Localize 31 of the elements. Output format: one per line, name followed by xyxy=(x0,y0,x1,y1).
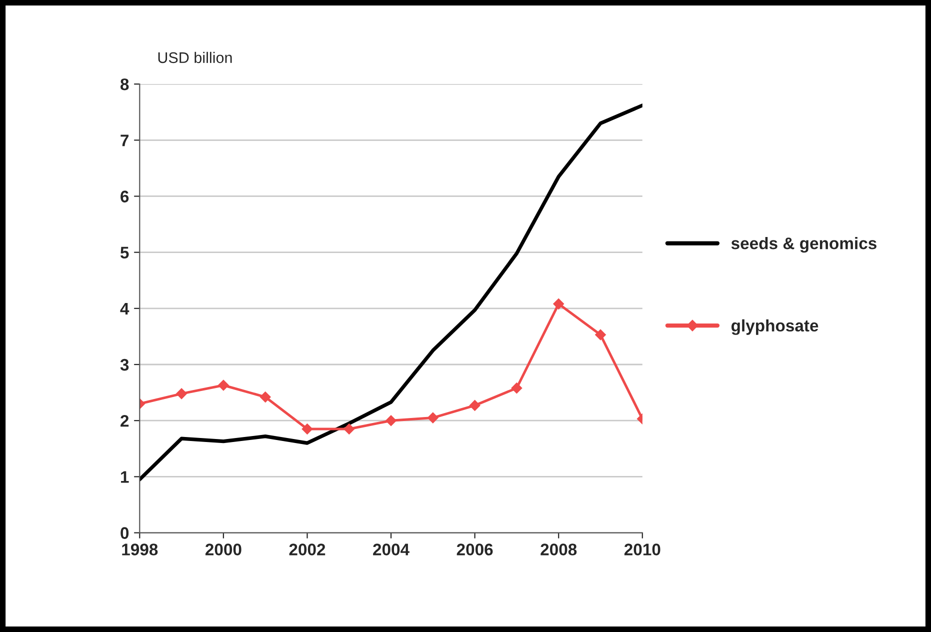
y-tick-label: 0 xyxy=(120,527,129,539)
y-tick-label: 7 xyxy=(120,134,128,146)
y-tick-label: 1 xyxy=(121,471,129,483)
legend-label: glyphosate xyxy=(731,319,818,335)
point xyxy=(469,400,480,411)
point xyxy=(344,424,355,434)
y-tick-label: 4 xyxy=(120,302,130,314)
point xyxy=(595,329,606,340)
point xyxy=(427,412,438,424)
y-tick-label: 6 xyxy=(120,190,129,202)
x-tick-label: 2000 xyxy=(205,544,242,556)
y-tick-label: 5 xyxy=(120,246,129,259)
point xyxy=(260,392,271,402)
x-tick-label: 2008 xyxy=(540,544,577,556)
y-tick-label: 8 xyxy=(120,78,129,90)
point xyxy=(218,380,229,391)
legend-label: seeds & genomics xyxy=(731,237,876,253)
point xyxy=(302,424,313,434)
y-tick-label: 3 xyxy=(120,358,129,371)
x-tick-label: 2004 xyxy=(373,544,410,556)
point xyxy=(553,298,564,310)
x-tick-label: 1998 xyxy=(122,544,158,556)
x-tick-label: 2006 xyxy=(456,544,493,556)
x-tick-label: 2010 xyxy=(624,544,660,556)
point xyxy=(176,388,187,400)
y-axis-title: USD billion xyxy=(158,52,232,64)
x-tick-label: 2002 xyxy=(289,544,326,556)
y-tick-label: 2 xyxy=(120,414,129,427)
point xyxy=(511,382,522,394)
point xyxy=(386,415,396,426)
line-series xyxy=(140,104,642,482)
